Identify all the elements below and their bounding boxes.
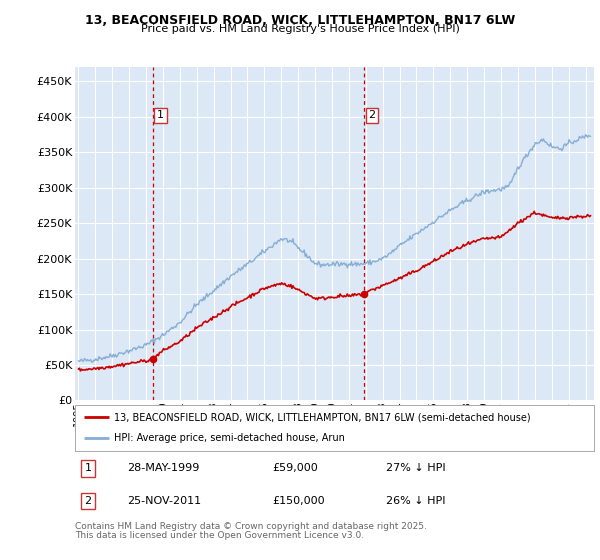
Text: 28-MAY-1999: 28-MAY-1999 bbox=[127, 464, 199, 473]
Text: 2: 2 bbox=[368, 110, 376, 120]
Text: Price paid vs. HM Land Registry's House Price Index (HPI): Price paid vs. HM Land Registry's House … bbox=[140, 24, 460, 34]
Text: This data is licensed under the Open Government Licence v3.0.: This data is licensed under the Open Gov… bbox=[75, 531, 364, 540]
Text: 1: 1 bbox=[157, 110, 164, 120]
Text: HPI: Average price, semi-detached house, Arun: HPI: Average price, semi-detached house,… bbox=[114, 433, 345, 444]
Text: 26% ↓ HPI: 26% ↓ HPI bbox=[386, 496, 446, 506]
Text: 27% ↓ HPI: 27% ↓ HPI bbox=[386, 464, 446, 473]
Text: 2: 2 bbox=[85, 496, 92, 506]
Text: 13, BEACONSFIELD ROAD, WICK, LITTLEHAMPTON, BN17 6LW (semi-detached house): 13, BEACONSFIELD ROAD, WICK, LITTLEHAMPT… bbox=[114, 412, 530, 422]
Text: £59,000: £59,000 bbox=[272, 464, 318, 473]
Text: 13, BEACONSFIELD ROAD, WICK, LITTLEHAMPTON, BN17 6LW: 13, BEACONSFIELD ROAD, WICK, LITTLEHAMPT… bbox=[85, 14, 515, 27]
Text: £150,000: £150,000 bbox=[272, 496, 325, 506]
Text: Contains HM Land Registry data © Crown copyright and database right 2025.: Contains HM Land Registry data © Crown c… bbox=[75, 522, 427, 531]
Text: 1: 1 bbox=[85, 464, 91, 473]
Text: 25-NOV-2011: 25-NOV-2011 bbox=[127, 496, 201, 506]
